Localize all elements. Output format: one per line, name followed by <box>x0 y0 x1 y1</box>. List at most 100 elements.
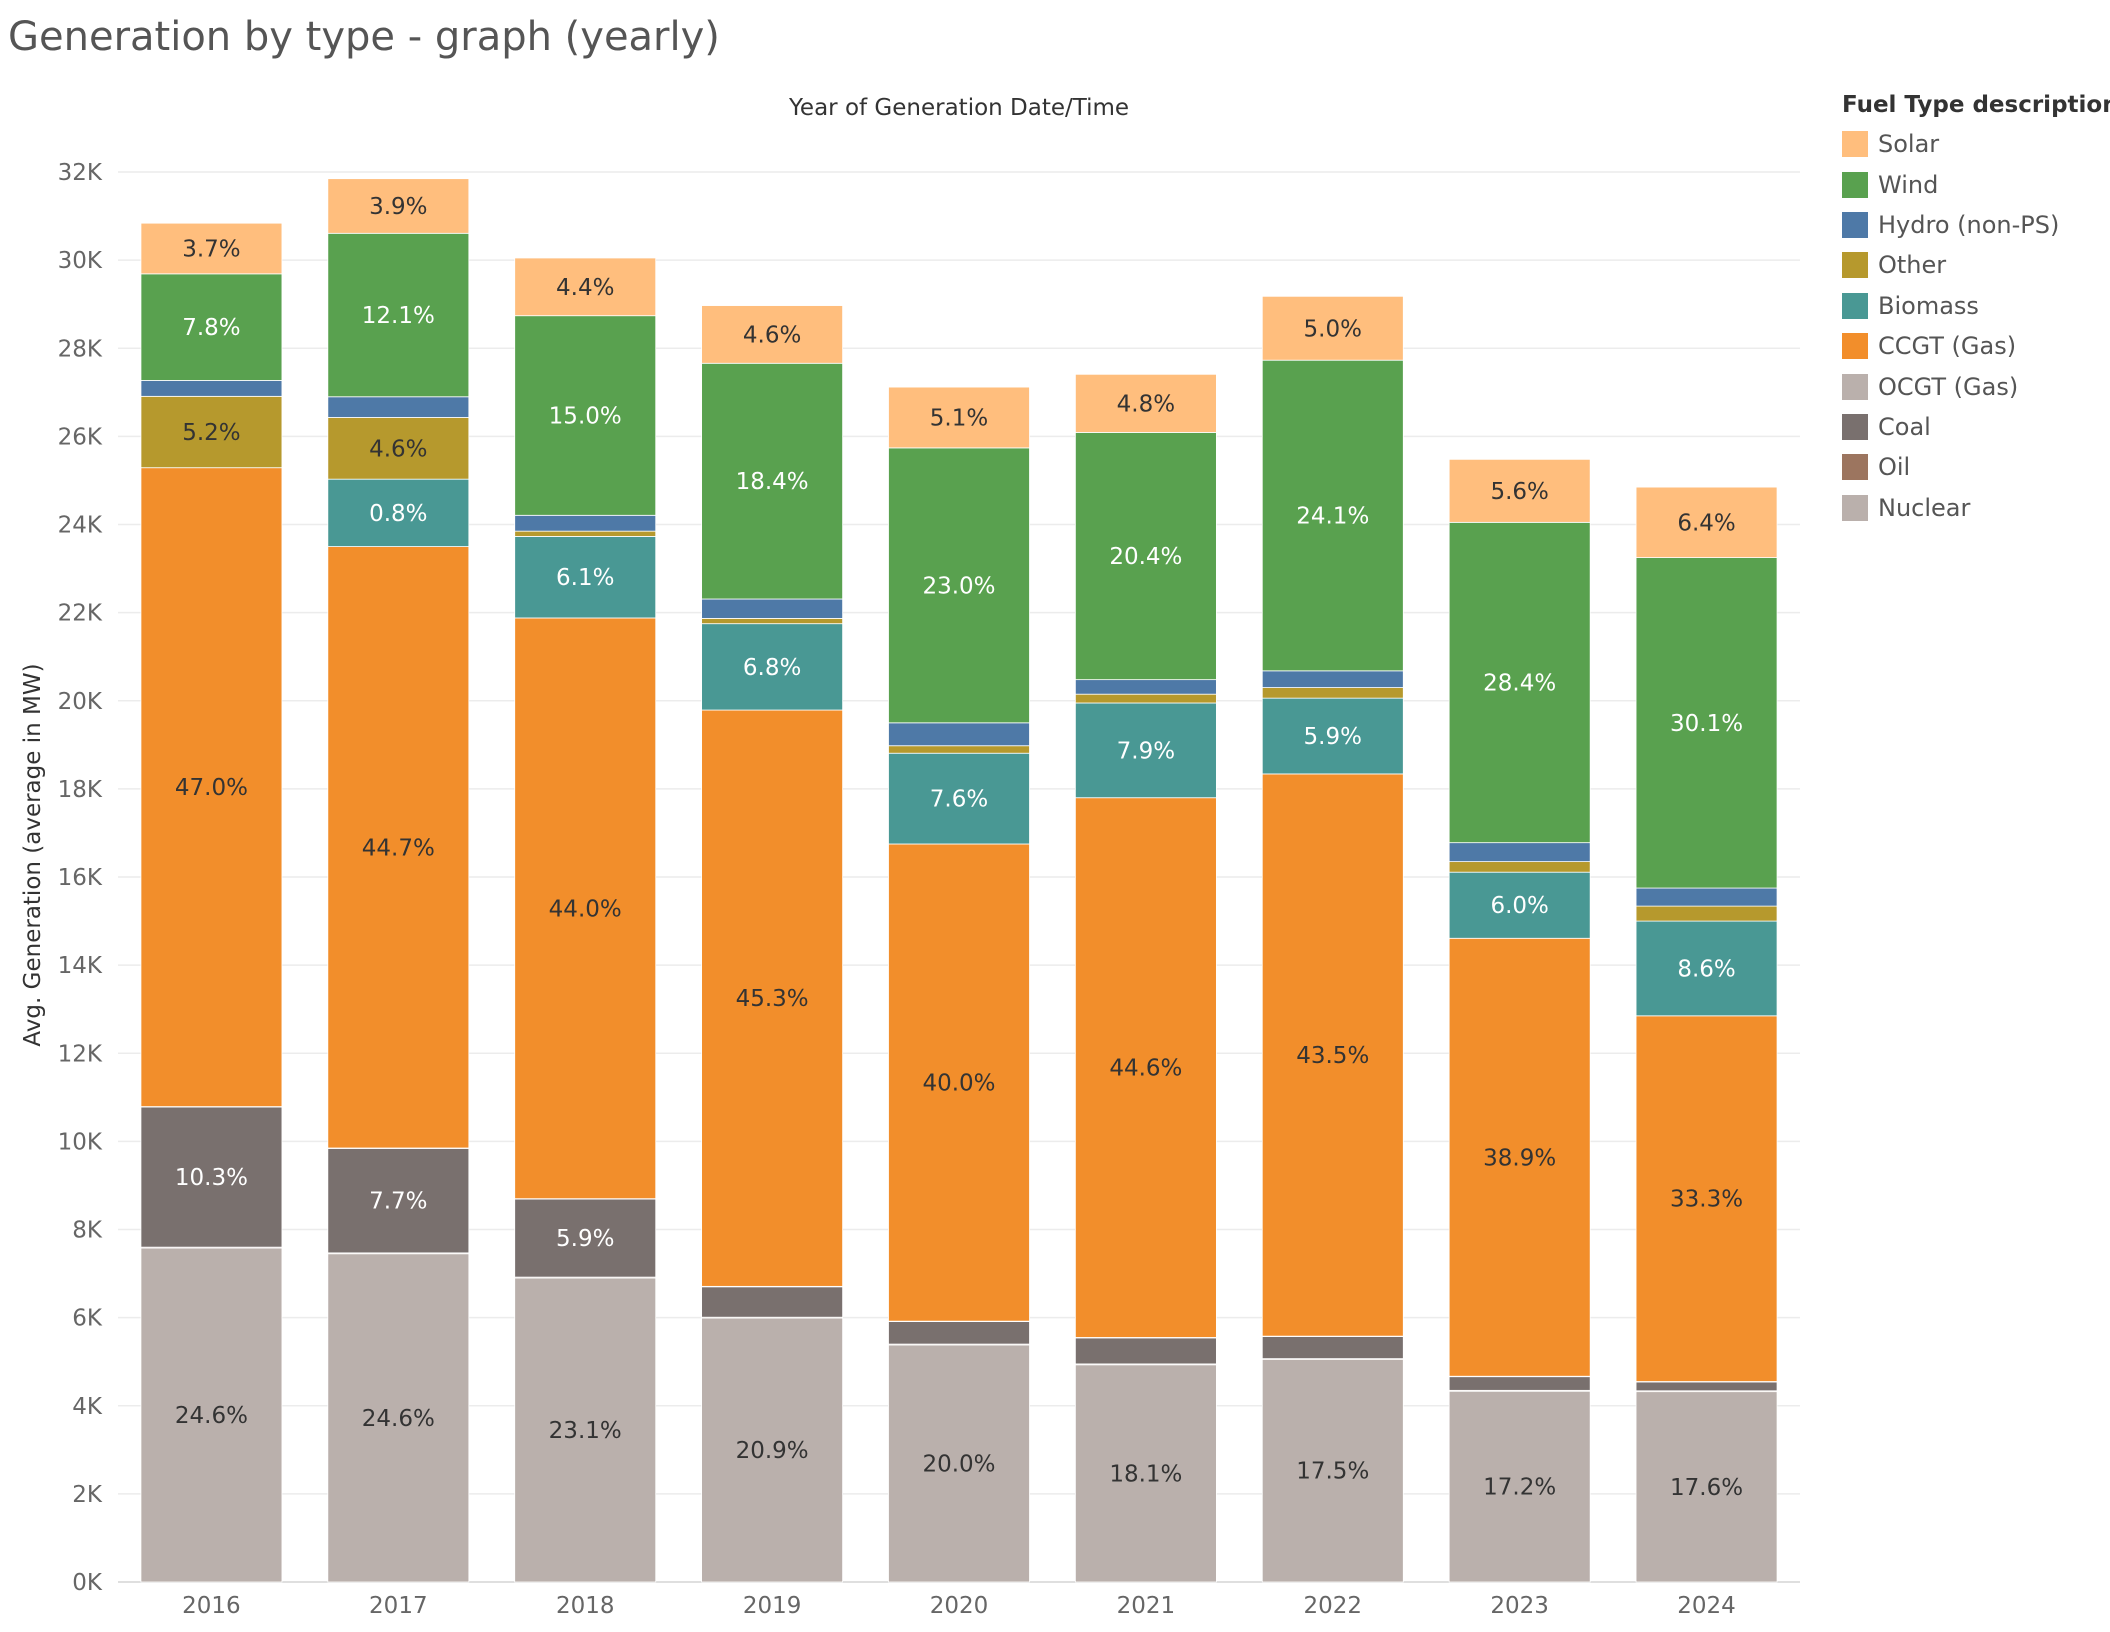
bar-segment-nuclear[interactable] <box>1448 1390 1591 1583</box>
data-label: 28.4% <box>1483 671 1556 697</box>
bar-segment-wind[interactable] <box>327 232 470 398</box>
bar-segment-biomass[interactable] <box>327 478 470 547</box>
bar-segment-other[interactable] <box>701 617 844 625</box>
data-label: 6.1% <box>556 565 614 591</box>
bar-segment-ccgt-gas[interactable] <box>514 617 657 1200</box>
bar-segment-other[interactable] <box>1074 693 1217 704</box>
bar-segment-solar[interactable] <box>1074 373 1217 433</box>
bar-segment-hydro-non-ps[interactable] <box>1261 670 1404 688</box>
bar-segment-hydro-non-ps[interactable] <box>327 396 470 418</box>
bar-segment-coal[interactable] <box>1448 1376 1591 1391</box>
bar-segment-nuclear[interactable] <box>1261 1359 1404 1583</box>
bar-segment-coal[interactable] <box>1635 1381 1778 1392</box>
bar-segment-coal[interactable] <box>140 1106 283 1248</box>
bar-segment-biomass[interactable] <box>1635 920 1778 1017</box>
bar-segment-ccgt-gas[interactable] <box>327 546 470 1149</box>
bar-segment-wind[interactable] <box>1261 359 1404 672</box>
bar-segment-nuclear[interactable] <box>140 1247 283 1583</box>
bar-segment-nuclear[interactable] <box>1074 1364 1217 1583</box>
bar-segment-solar[interactable] <box>1448 458 1591 523</box>
data-label: 18.1% <box>1109 1461 1182 1487</box>
bar-segment-other[interactable] <box>327 417 470 480</box>
x-tick-label: 2021 <box>1117 1593 1176 1619</box>
legend-item[interactable]: Wind <box>1842 164 2104 204</box>
bar-segment-hydro-non-ps[interactable] <box>1635 887 1778 907</box>
legend-swatch <box>1842 252 1868 279</box>
bar-segment-biomass[interactable] <box>1448 871 1591 939</box>
legend-item[interactable]: OCGT (Gas) <box>1842 366 2104 406</box>
bar-segment-biomass[interactable] <box>514 536 657 619</box>
bar-segment-other[interactable] <box>1635 905 1778 922</box>
bar-segment-wind[interactable] <box>701 362 844 600</box>
bar-segment-ccgt-gas[interactable] <box>888 843 1030 1322</box>
legend: Fuel Type description Solar Wind Hydro (no… <box>1842 92 2110 528</box>
bar-segment-wind[interactable] <box>140 273 283 381</box>
y-tick-label: 18K <box>58 777 103 803</box>
data-label: 7.6% <box>930 787 988 813</box>
y-tick-label: 14K <box>58 953 103 979</box>
bar-segment-hydro-non-ps[interactable] <box>514 514 657 532</box>
legend-items: Solar Wind Hydro (non-PS) Other Biomass CCGT … <box>1842 124 2104 528</box>
legend-item[interactable]: Hydro (non-PS) <box>1842 205 2104 245</box>
bar-segment-solar[interactable] <box>888 386 1030 449</box>
bar-segment-wind[interactable] <box>514 315 657 516</box>
legend-item[interactable]: Biomass <box>1842 286 2104 326</box>
bar-segment-solar[interactable] <box>140 222 283 275</box>
bar-segment-coal[interactable] <box>514 1198 657 1278</box>
bar-segment-nuclear[interactable] <box>514 1277 657 1583</box>
bar-segment-other[interactable] <box>514 530 657 537</box>
bar-segment-solar[interactable] <box>1261 295 1404 361</box>
bar-segment-coal[interactable] <box>888 1321 1030 1345</box>
bar-segment-ccgt-gas[interactable] <box>140 467 283 1107</box>
data-label: 38.9% <box>1483 1145 1556 1171</box>
bar-segment-ccgt-gas[interactable] <box>1635 1015 1778 1382</box>
bar-segment-coal[interactable] <box>1261 1336 1404 1360</box>
bar-segment-ccgt-gas[interactable] <box>1261 773 1404 1337</box>
legend-item[interactable]: Coal <box>1842 407 2104 447</box>
legend-item[interactable]: Nuclear <box>1842 488 2104 528</box>
data-label: 6.0% <box>1490 893 1548 919</box>
bar-segment-ccgt-gas[interactable] <box>1074 797 1217 1338</box>
bar-segment-nuclear[interactable] <box>1635 1391 1778 1583</box>
bar-segment-solar[interactable] <box>1635 486 1778 558</box>
bar-segment-other[interactable] <box>1261 687 1404 699</box>
bar-segment-hydro-non-ps[interactable] <box>1074 679 1217 695</box>
data-label: 30.1% <box>1670 711 1743 737</box>
x-tick-label: 2016 <box>182 1593 241 1619</box>
bar-segment-hydro-non-ps[interactable] <box>1448 842 1591 863</box>
bar-segment-nuclear[interactable] <box>327 1253 470 1583</box>
bar-segment-wind[interactable] <box>1635 557 1778 889</box>
data-label: 5.9% <box>1304 724 1362 750</box>
legend-title: Fuel Type description <box>1842 92 2110 118</box>
legend-item[interactable]: Oil <box>1842 447 2104 487</box>
bar-segment-wind[interactable] <box>888 447 1030 724</box>
y-tick-label: 6K <box>72 1306 103 1332</box>
bar-segment-wind[interactable] <box>1448 521 1591 844</box>
legend-item[interactable]: Other <box>1842 245 2104 285</box>
bar-segment-biomass[interactable] <box>1261 697 1404 775</box>
data-label: 3.7% <box>182 237 240 263</box>
bar-segment-nuclear[interactable] <box>701 1317 844 1583</box>
bar-segment-other[interactable] <box>1448 861 1591 873</box>
bar-segment-wind[interactable] <box>1074 432 1217 681</box>
bar-segment-hydro-non-ps[interactable] <box>701 598 844 619</box>
bar-segment-other[interactable] <box>888 745 1030 754</box>
bar-segment-hydro-non-ps[interactable] <box>888 722 1030 747</box>
bar-segment-solar[interactable] <box>701 305 844 364</box>
bar-segment-biomass[interactable] <box>1074 702 1217 799</box>
legend-item[interactable]: CCGT (Gas) <box>1842 326 2104 366</box>
data-label: 5.2% <box>182 420 240 446</box>
bar-segment-coal[interactable] <box>701 1286 844 1318</box>
bar-segment-biomass[interactable] <box>888 752 1030 845</box>
bar-segment-coal[interactable] <box>1074 1337 1217 1365</box>
bar-segment-ccgt-gas[interactable] <box>1448 937 1591 1377</box>
legend-item[interactable]: Solar <box>1842 124 2104 164</box>
bar-segment-ccgt-gas[interactable] <box>701 709 844 1287</box>
data-label: 44.0% <box>549 896 622 922</box>
x-tick-label: 2020 <box>930 1593 989 1619</box>
bar-segment-hydro-non-ps[interactable] <box>140 380 283 397</box>
bar-segment-solar[interactable] <box>327 178 470 234</box>
y-tick-label: 10K <box>58 1129 103 1155</box>
bar-segment-solar[interactable] <box>514 257 657 317</box>
bar-segment-other[interactable] <box>140 395 283 469</box>
